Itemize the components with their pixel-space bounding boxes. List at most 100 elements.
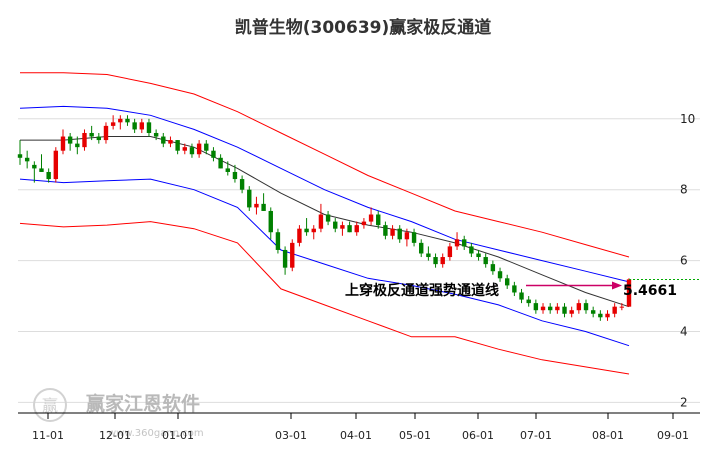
candle-body	[17, 154, 23, 158]
candle-body	[590, 310, 596, 314]
candle-body	[118, 118, 123, 123]
watermark-logo: 赢	[33, 388, 67, 422]
candle-body	[469, 246, 474, 254]
candle-body	[225, 168, 230, 172]
candle-body	[282, 249, 288, 268]
y-tick-label: 4	[680, 324, 688, 338]
y-tick-label: 6	[680, 254, 688, 268]
candle-body	[361, 221, 367, 226]
y-tick-label: 8	[680, 183, 688, 197]
candle-body	[103, 125, 109, 141]
watermark-url: www.360gann.com	[108, 428, 204, 439]
candle-body	[46, 171, 51, 180]
candle-body	[268, 210, 273, 233]
x-axis: 11-01 12-01 01-01 03-01 04-01 05-01 06-01 07-01…	[18, 412, 700, 442]
candle-body	[605, 313, 610, 318]
candle-body	[626, 279, 632, 307]
y-tick-label: 2	[680, 395, 688, 409]
candle-body	[218, 157, 223, 169]
candle-body	[383, 225, 388, 236]
candle-body	[497, 271, 503, 279]
candle-body	[211, 150, 216, 158]
candle-body	[490, 264, 496, 272]
candle-body	[182, 147, 187, 151]
candle-body	[483, 257, 488, 265]
upper-outer-band	[20, 72, 630, 258]
candle-body	[505, 278, 510, 286]
candle-body	[547, 306, 553, 311]
candle-body	[24, 157, 30, 162]
candle-body	[619, 306, 625, 308]
candle-body	[175, 140, 180, 151]
candle-body	[96, 136, 102, 141]
candle-body	[132, 122, 137, 130]
candle-body	[354, 225, 359, 233]
candle-body	[333, 221, 338, 229]
candle-body	[204, 143, 209, 151]
x-tick-label: 05-01	[399, 429, 431, 442]
grid-lines	[18, 118, 700, 403]
candle-body	[462, 239, 467, 247]
candle-body	[347, 225, 352, 233]
candle-body	[297, 228, 302, 243]
candle-body	[390, 228, 395, 236]
candle-body	[89, 132, 94, 137]
lower-outer-band	[19, 221, 630, 375]
candle-body	[411, 232, 417, 243]
y-tick-label: 10	[680, 112, 695, 126]
candle-body	[583, 303, 589, 311]
candle-body	[239, 179, 245, 190]
x-tick-label: 08-01	[592, 429, 624, 442]
x-tick-label: 07-01	[520, 429, 552, 442]
middle-line	[20, 136, 630, 308]
lower-band	[19, 178, 630, 347]
channel-bands	[19, 72, 630, 375]
candle-body	[189, 147, 195, 155]
candle-body	[526, 299, 531, 304]
candle-body	[311, 228, 316, 233]
candle-body	[232, 171, 238, 180]
candle-body	[476, 253, 481, 258]
candle-body	[569, 310, 574, 314]
candle-body	[340, 225, 345, 229]
candle-body	[368, 214, 374, 222]
candle-body	[153, 132, 159, 137]
watermark-logo-text: 赢	[42, 396, 58, 415]
watermark: 赢 赢家江恩软件 www.360gann.com	[33, 388, 204, 439]
candle-body	[426, 253, 431, 258]
candle-body	[440, 257, 445, 265]
candle-body	[247, 189, 252, 208]
x-tick-label: 09-01	[657, 429, 689, 442]
annotation-label: 上穿极反通道强势通道线	[345, 282, 499, 299]
candle-body	[125, 118, 130, 123]
candle-body	[318, 214, 324, 229]
candle-body	[433, 257, 438, 265]
candle-body	[576, 303, 582, 311]
chart-title: 凯普生物(300639)赢家极反通道	[235, 17, 492, 38]
candle-body	[376, 214, 381, 226]
candle-body	[454, 239, 460, 247]
candle-body	[75, 143, 80, 148]
x-tick-label: 12-01	[99, 429, 131, 442]
candle-body	[32, 164, 37, 169]
annotation-arrowhead	[612, 281, 622, 290]
candle-body	[397, 228, 402, 240]
candle-body	[598, 313, 603, 318]
candle-body	[304, 228, 309, 233]
watermark-text: 赢家江恩软件	[86, 392, 200, 415]
candle-body	[67, 136, 73, 144]
candle-body	[60, 136, 66, 151]
candle-body	[275, 232, 281, 250]
candle-body	[139, 122, 144, 130]
candle-body	[39, 168, 44, 172]
candle-body	[161, 136, 166, 144]
annotation-value: 5.4661	[623, 283, 677, 299]
candle-body	[196, 143, 202, 155]
candle-body	[419, 242, 424, 254]
upper-band	[19, 105, 630, 283]
candle-body	[562, 306, 567, 314]
candle-body	[512, 285, 517, 293]
candle-body	[519, 292, 524, 300]
signal-annotation: 上穿极反通道强势通道线 5.4661	[345, 279, 700, 299]
